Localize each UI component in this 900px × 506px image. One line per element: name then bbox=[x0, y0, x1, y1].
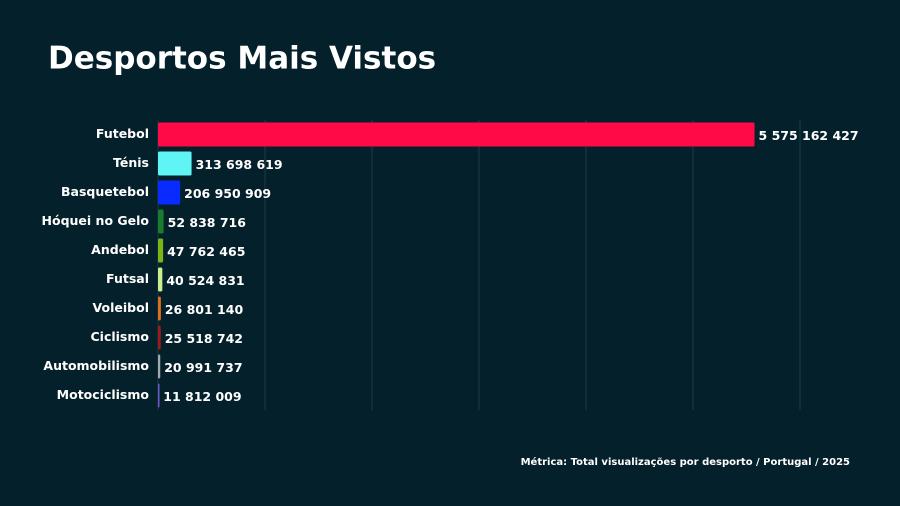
bar bbox=[158, 296, 161, 321]
chart-title: Desportos Mais Vistos bbox=[48, 41, 436, 77]
bar bbox=[158, 354, 161, 379]
value-label: 47 762 465 bbox=[167, 244, 245, 259]
category-label: Andebol bbox=[91, 242, 149, 257]
value-label: 313 698 619 bbox=[196, 157, 283, 172]
value-label: 52 838 716 bbox=[168, 215, 247, 230]
category-label: Voleibol bbox=[93, 300, 149, 315]
category-label: Motociclismo bbox=[57, 387, 150, 402]
bar bbox=[158, 151, 192, 176]
category-label: Ciclismo bbox=[91, 329, 150, 344]
value-label: 40 524 831 bbox=[166, 273, 244, 288]
category-label: Ténis bbox=[113, 155, 149, 170]
category-label: Automobilismo bbox=[43, 358, 149, 373]
value-label: 5 575 162 427 bbox=[759, 128, 859, 143]
value-label: 26 801 140 bbox=[165, 302, 244, 317]
category-label: Hóquei no Gelo bbox=[42, 213, 150, 228]
bar bbox=[158, 267, 163, 292]
value-label: 20 991 737 bbox=[164, 360, 242, 375]
caption: Métrica: Total visualizações por desport… bbox=[521, 456, 850, 468]
value-label: 11 812 009 bbox=[163, 389, 241, 404]
category-label: Futsal bbox=[106, 271, 149, 286]
category-label: Basquetebol bbox=[61, 184, 149, 199]
bar bbox=[158, 325, 161, 350]
bar bbox=[158, 122, 755, 147]
bar bbox=[158, 209, 164, 234]
category-label: Futebol bbox=[96, 126, 149, 141]
bar bbox=[158, 180, 181, 205]
bar bbox=[158, 238, 164, 263]
value-label: 25 518 742 bbox=[165, 331, 243, 346]
value-label: 206 950 909 bbox=[184, 186, 271, 201]
bar bbox=[158, 383, 160, 408]
